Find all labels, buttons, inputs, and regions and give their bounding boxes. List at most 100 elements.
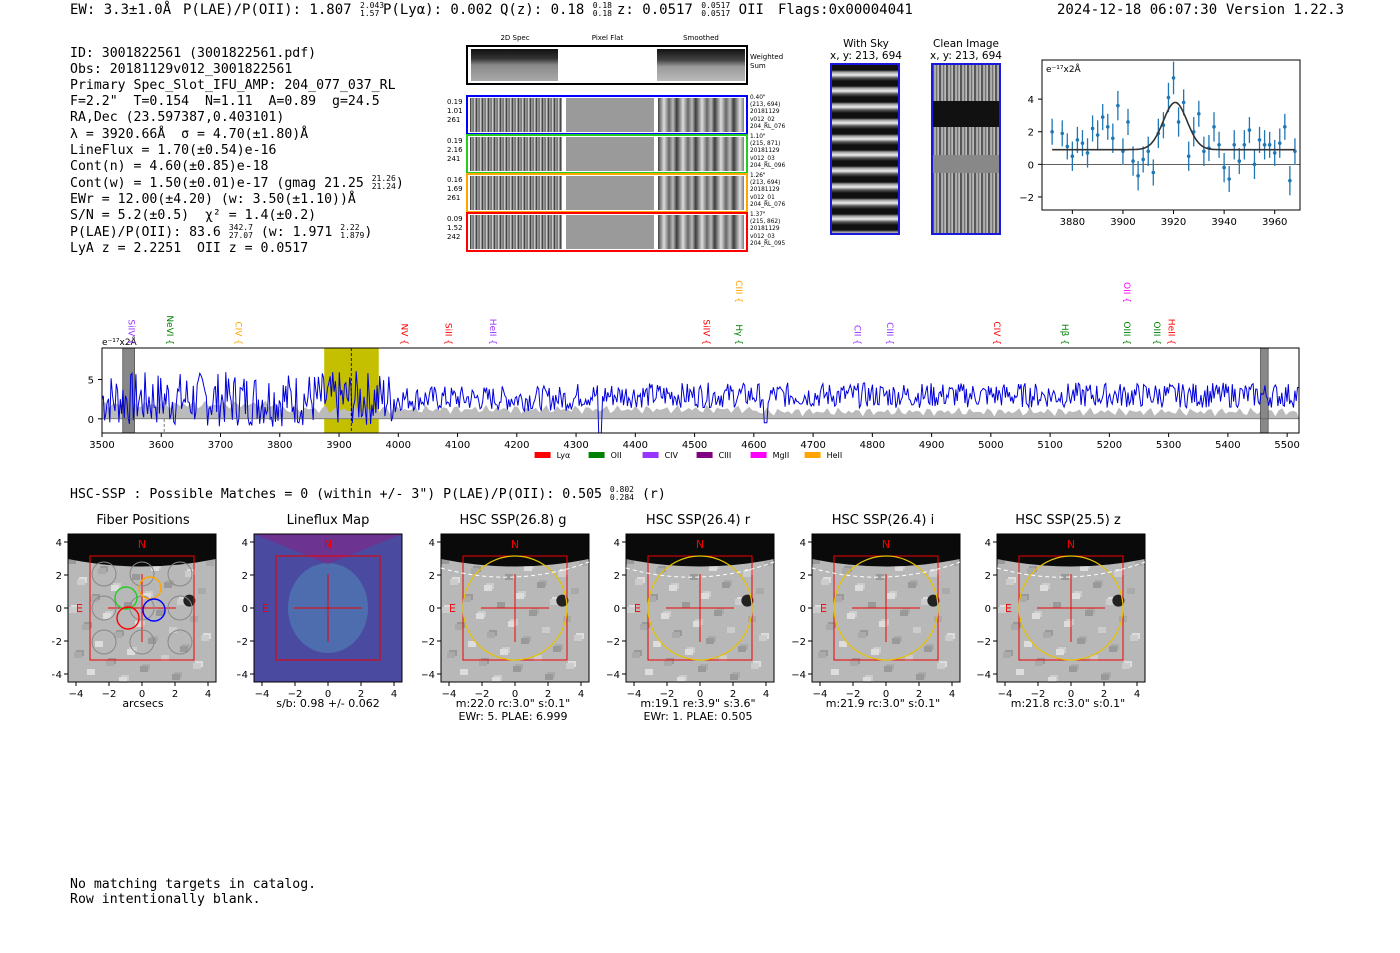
cutout-noise — [1085, 610, 1093, 616]
cutout-noise — [1027, 568, 1035, 574]
cutout-noise — [500, 649, 508, 655]
cutout-title: Fiber Positions — [96, 513, 190, 528]
cutout-noise — [850, 660, 858, 666]
weighted-2d — [471, 49, 558, 81]
cutout-xtick-label: 4 — [763, 689, 769, 700]
spec-row-detail: 0.40" — [750, 95, 766, 101]
spec-row-detail: 204_RL_095 — [750, 240, 786, 247]
ew-value: EW: 3.3±1.0Å — [70, 2, 172, 18]
cutout-noise — [690, 574, 698, 580]
cutout-group: N E −4 −4 −2 −2 0 0 2 2 4 4 — [792, 533, 961, 700]
cutout-noise — [1093, 582, 1101, 588]
aperture-box — [275, 555, 381, 661]
cutout-noise — [887, 593, 895, 599]
ellipse-dashed — [440, 561, 590, 578]
cutout-noise — [1011, 624, 1019, 630]
cutout-noise — [579, 560, 587, 566]
cutout-noise — [1109, 646, 1117, 652]
spec-row-detail: 204_RL_076 — [750, 123, 786, 130]
legend-label: OII — [611, 451, 622, 460]
east-label: E — [634, 602, 641, 615]
cutout-noise — [1106, 599, 1114, 605]
cutout-noise — [908, 582, 916, 588]
cutout-noise — [513, 666, 521, 672]
info-block: ID: 3001822561 (3001822561.pdf) Obs: 2018… — [70, 30, 404, 273]
cutout-noise — [442, 607, 450, 613]
cutout-ytick-label: −2 — [237, 637, 248, 648]
plae-info-hi: 342.7 — [228, 223, 253, 233]
aperture-circle — [1018, 555, 1124, 661]
fiber-highlight — [142, 598, 166, 622]
cutout-noise — [90, 596, 98, 602]
zoom-data-point — [1272, 151, 1277, 155]
cutout-noise — [1090, 655, 1098, 661]
zoom-data-point — [1136, 173, 1140, 178]
zoom-data-point — [1111, 136, 1115, 141]
cutout-ytick-label: −2 — [422, 637, 435, 648]
spec-row — [466, 134, 748, 174]
cutout-noise — [1003, 652, 1011, 658]
cutout-ytick-label: 0 — [800, 604, 806, 615]
emission-line-label: OII { — [1121, 282, 1131, 303]
cutout-noise — [74, 652, 82, 658]
plae-hi: 2.043 — [360, 1, 385, 10]
fiber-circle — [129, 629, 155, 655]
zoom-data-point — [1116, 103, 1120, 108]
spec-row-detail: 20181129 — [750, 226, 780, 233]
cutout-noise — [82, 624, 90, 630]
cutout-ytick-label: 0 — [56, 604, 62, 615]
aperture-circle — [833, 555, 939, 661]
cutout-noise — [640, 624, 648, 630]
cutout-noise — [111, 585, 119, 591]
spectrum-xtick-label: 5000 — [978, 440, 1003, 451]
cutout-noise — [813, 607, 821, 613]
cutout-caption-2: EWr: 1. PLAE: 0.505 — [643, 710, 753, 723]
cutout-noise — [169, 627, 177, 633]
cutout-ytick-label: 0 — [614, 604, 620, 615]
cutout-caption: s/b: 0.98 +/- 0.062 — [276, 697, 380, 710]
plae-w-hi: 2.22 — [340, 223, 360, 233]
spec-row-value: 242 — [447, 233, 461, 241]
spec-row-value: 261 — [447, 194, 461, 202]
spec-row — [466, 95, 748, 135]
cutout-noise — [645, 669, 653, 675]
cutout-ytick-label: −2 — [792, 637, 806, 648]
cutout-caption: arcsecs — [122, 697, 164, 710]
cutout-image: N E −4 −4 −2 −2 0 0 2 2 4 4 — [792, 533, 961, 700]
cutout-group: N E −4 −4 −2 −2 0 0 2 2 4 4 — [237, 533, 403, 700]
cutout-ytick-label: 4 — [429, 538, 435, 549]
zoom-unit-label: e⁻¹⁷x2Å — [1046, 63, 1082, 75]
legend-label: HeII — [827, 451, 843, 460]
cutout-xtick-label: 0 — [325, 689, 331, 700]
fiber-highlight — [116, 606, 140, 630]
cutout-source — [927, 594, 940, 607]
legend-swatch — [696, 452, 713, 458]
cutout-noise — [664, 660, 672, 666]
cutout-noise — [858, 632, 866, 638]
cutout-noise — [672, 632, 680, 638]
cutout-source — [556, 594, 569, 607]
zoom-data-point — [1202, 149, 1206, 154]
q-range: 0.18 0.18 — [593, 2, 612, 18]
aperture-circle — [462, 555, 568, 661]
spec-row-values: 0.19 1.01 261 — [447, 98, 463, 125]
legend-label: CIV — [665, 451, 679, 460]
cutout-noise — [1032, 613, 1040, 619]
zoom-data-point — [1080, 141, 1085, 145]
cutout-noise — [719, 655, 727, 661]
withsky-image — [830, 63, 900, 235]
spec-row-detail: (213, 694) — [750, 180, 781, 187]
cutout-noise — [905, 655, 913, 661]
cutout-noise — [148, 638, 156, 644]
cutout-noise — [743, 571, 751, 577]
zoom-xtick-label: 3960 — [1262, 217, 1287, 228]
zoom-data-point — [1050, 129, 1054, 134]
cutout-xtick-label: 4 — [1134, 689, 1140, 700]
info-contn: Cont(n) = 4.60(±0.85)e-18 — [70, 158, 269, 174]
cutout-noise — [1056, 649, 1064, 655]
clean-title: Clean Image x, y: 213, 694 — [916, 38, 1016, 62]
cutout-noise — [1019, 596, 1027, 602]
cutout-group: N E −4 −4 −2 −2 0 0 2 2 4 4 — [607, 533, 775, 700]
clean-dark-band — [933, 101, 999, 127]
east-label: E — [820, 602, 827, 615]
